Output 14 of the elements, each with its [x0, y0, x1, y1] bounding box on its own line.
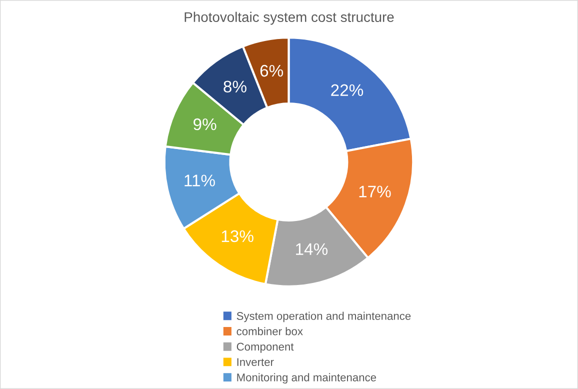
legend-label: Component [236, 342, 294, 353]
data-label: 9% [194, 118, 216, 130]
chart-title: Photovoltaic system cost structure [184, 12, 394, 25]
legend-label: System operation and maintenance [236, 312, 411, 322]
data-label: 8% [224, 80, 246, 93]
data-label: 13% [222, 230, 254, 242]
data-label: 14% [296, 243, 328, 255]
legend-label: combiner box [236, 327, 303, 336]
legend-label: Monitoring and maintenance [237, 373, 376, 384]
data-label: 17% [359, 186, 391, 198]
data-label: 11% [184, 174, 215, 186]
data-label: 6% [260, 64, 284, 77]
data-label: 22% [331, 84, 364, 96]
legend-label: Inverter [237, 358, 274, 366]
